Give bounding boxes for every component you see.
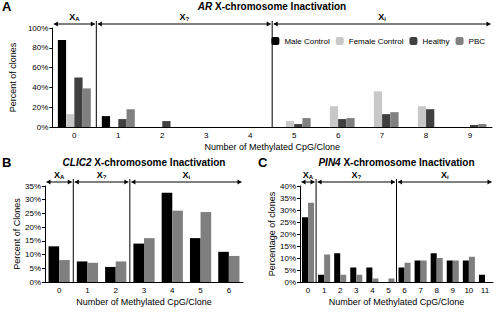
svg-text:15%: 15%: [25, 236, 41, 245]
svg-text:Percent of Clones: Percent of Clones: [12, 198, 22, 270]
svg-text:X: X: [302, 170, 309, 180]
svg-text:X: X: [351, 170, 358, 180]
svg-text:X: X: [54, 170, 60, 180]
svg-text:X: X: [182, 170, 189, 180]
svg-text:i: i: [189, 174, 191, 180]
svg-text:25%: 25%: [25, 209, 41, 218]
svg-text:1: 1: [85, 286, 90, 295]
svg-text:0%: 0%: [37, 123, 49, 132]
svg-text:C: C: [258, 155, 268, 170]
svg-text:80%: 80%: [32, 43, 48, 52]
svg-text:0%: 0%: [29, 278, 41, 287]
svg-text:X-chromosome Inactivation: X-chromosome Inactivation: [341, 157, 475, 168]
svg-text:9: 9: [468, 131, 473, 140]
svg-text:9: 9: [451, 286, 456, 295]
svg-text:B: B: [2, 155, 11, 170]
svg-text:8: 8: [434, 286, 439, 295]
svg-text:4: 4: [370, 286, 375, 295]
svg-text:25%: 25%: [280, 218, 296, 227]
svg-text:Female Control: Female Control: [349, 37, 404, 46]
svg-text:Healthy: Healthy: [422, 37, 449, 46]
svg-text:3: 3: [142, 286, 147, 295]
svg-text:1: 1: [116, 131, 121, 140]
svg-text:8: 8: [424, 131, 429, 140]
svg-text:2: 2: [338, 286, 343, 295]
svg-text:Male Control: Male Control: [284, 37, 330, 46]
svg-text:6: 6: [227, 286, 232, 295]
svg-text:?: ?: [185, 16, 189, 22]
svg-text:6: 6: [336, 131, 341, 140]
svg-text:A: A: [309, 174, 314, 180]
svg-text:X: X: [378, 12, 385, 22]
svg-text:?: ?: [357, 174, 361, 180]
svg-text:0: 0: [72, 131, 77, 140]
svg-text:0: 0: [306, 286, 311, 295]
svg-text:4: 4: [170, 286, 175, 295]
svg-text:X-chromosome Inactivation: X-chromosome Inactivation: [91, 157, 225, 168]
svg-text:5%: 5%: [284, 266, 296, 275]
svg-text:Percent of clones: Percent of clones: [8, 42, 18, 112]
svg-text:10%: 10%: [280, 254, 296, 263]
svg-text:1: 1: [322, 286, 327, 295]
svg-text:0%: 0%: [284, 278, 296, 287]
svg-text:i: i: [447, 174, 449, 180]
svg-text:X-chromosome Inactivation: X-chromosome Inactivation: [212, 1, 346, 12]
svg-text:35%: 35%: [280, 194, 296, 203]
svg-text:20%: 20%: [32, 103, 48, 112]
svg-text:i: i: [384, 16, 386, 22]
svg-text:20%: 20%: [25, 223, 41, 232]
svg-text:5: 5: [386, 286, 391, 295]
svg-text:2: 2: [160, 131, 165, 140]
svg-text:X: X: [440, 170, 447, 180]
svg-text:15%: 15%: [280, 242, 296, 251]
svg-text:7: 7: [380, 131, 385, 140]
svg-text:4: 4: [248, 131, 253, 140]
svg-text:AR: AR: [197, 1, 213, 12]
svg-text:30%: 30%: [280, 206, 296, 215]
svg-text:30%: 30%: [25, 195, 41, 204]
svg-text:X: X: [69, 12, 76, 22]
svg-text:Number of Methylated CpG/Clone: Number of Methylated CpG/Clone: [204, 142, 340, 152]
svg-text:5: 5: [292, 131, 297, 140]
svg-text:7: 7: [418, 286, 423, 295]
svg-text:X: X: [96, 170, 103, 180]
svg-text:A: A: [75, 16, 80, 22]
svg-text:A: A: [2, 0, 12, 14]
svg-text:Number of Methylated CpG/Clone: Number of Methylated CpG/Clone: [329, 297, 465, 307]
svg-text:60%: 60%: [32, 63, 48, 72]
svg-text:Number of Methylated CpG/Clone: Number of Methylated CpG/Clone: [76, 297, 212, 307]
svg-text:Percentage of clones: Percentage of clones: [267, 191, 277, 276]
svg-text:11: 11: [481, 286, 490, 295]
svg-text:3: 3: [354, 286, 359, 295]
svg-text:PIN4: PIN4: [318, 157, 341, 168]
svg-text:PBC: PBC: [469, 37, 486, 46]
svg-text:10%: 10%: [25, 250, 41, 259]
svg-text:2: 2: [113, 286, 118, 295]
svg-text:0: 0: [57, 286, 62, 295]
svg-text:5: 5: [198, 286, 203, 295]
svg-text:40%: 40%: [32, 83, 48, 92]
svg-text:A: A: [60, 174, 65, 180]
svg-text:20%: 20%: [280, 230, 296, 239]
svg-text:3: 3: [204, 131, 209, 140]
svg-text:?: ?: [103, 174, 107, 180]
svg-text:40%: 40%: [280, 182, 296, 191]
svg-text:5%: 5%: [29, 264, 41, 273]
svg-text:X: X: [179, 12, 186, 22]
svg-text:10: 10: [464, 286, 473, 295]
svg-text:100%: 100%: [28, 24, 48, 33]
svg-text:CLIC2: CLIC2: [63, 157, 92, 168]
svg-text:6: 6: [402, 286, 407, 295]
svg-text:35%: 35%: [25, 182, 41, 191]
